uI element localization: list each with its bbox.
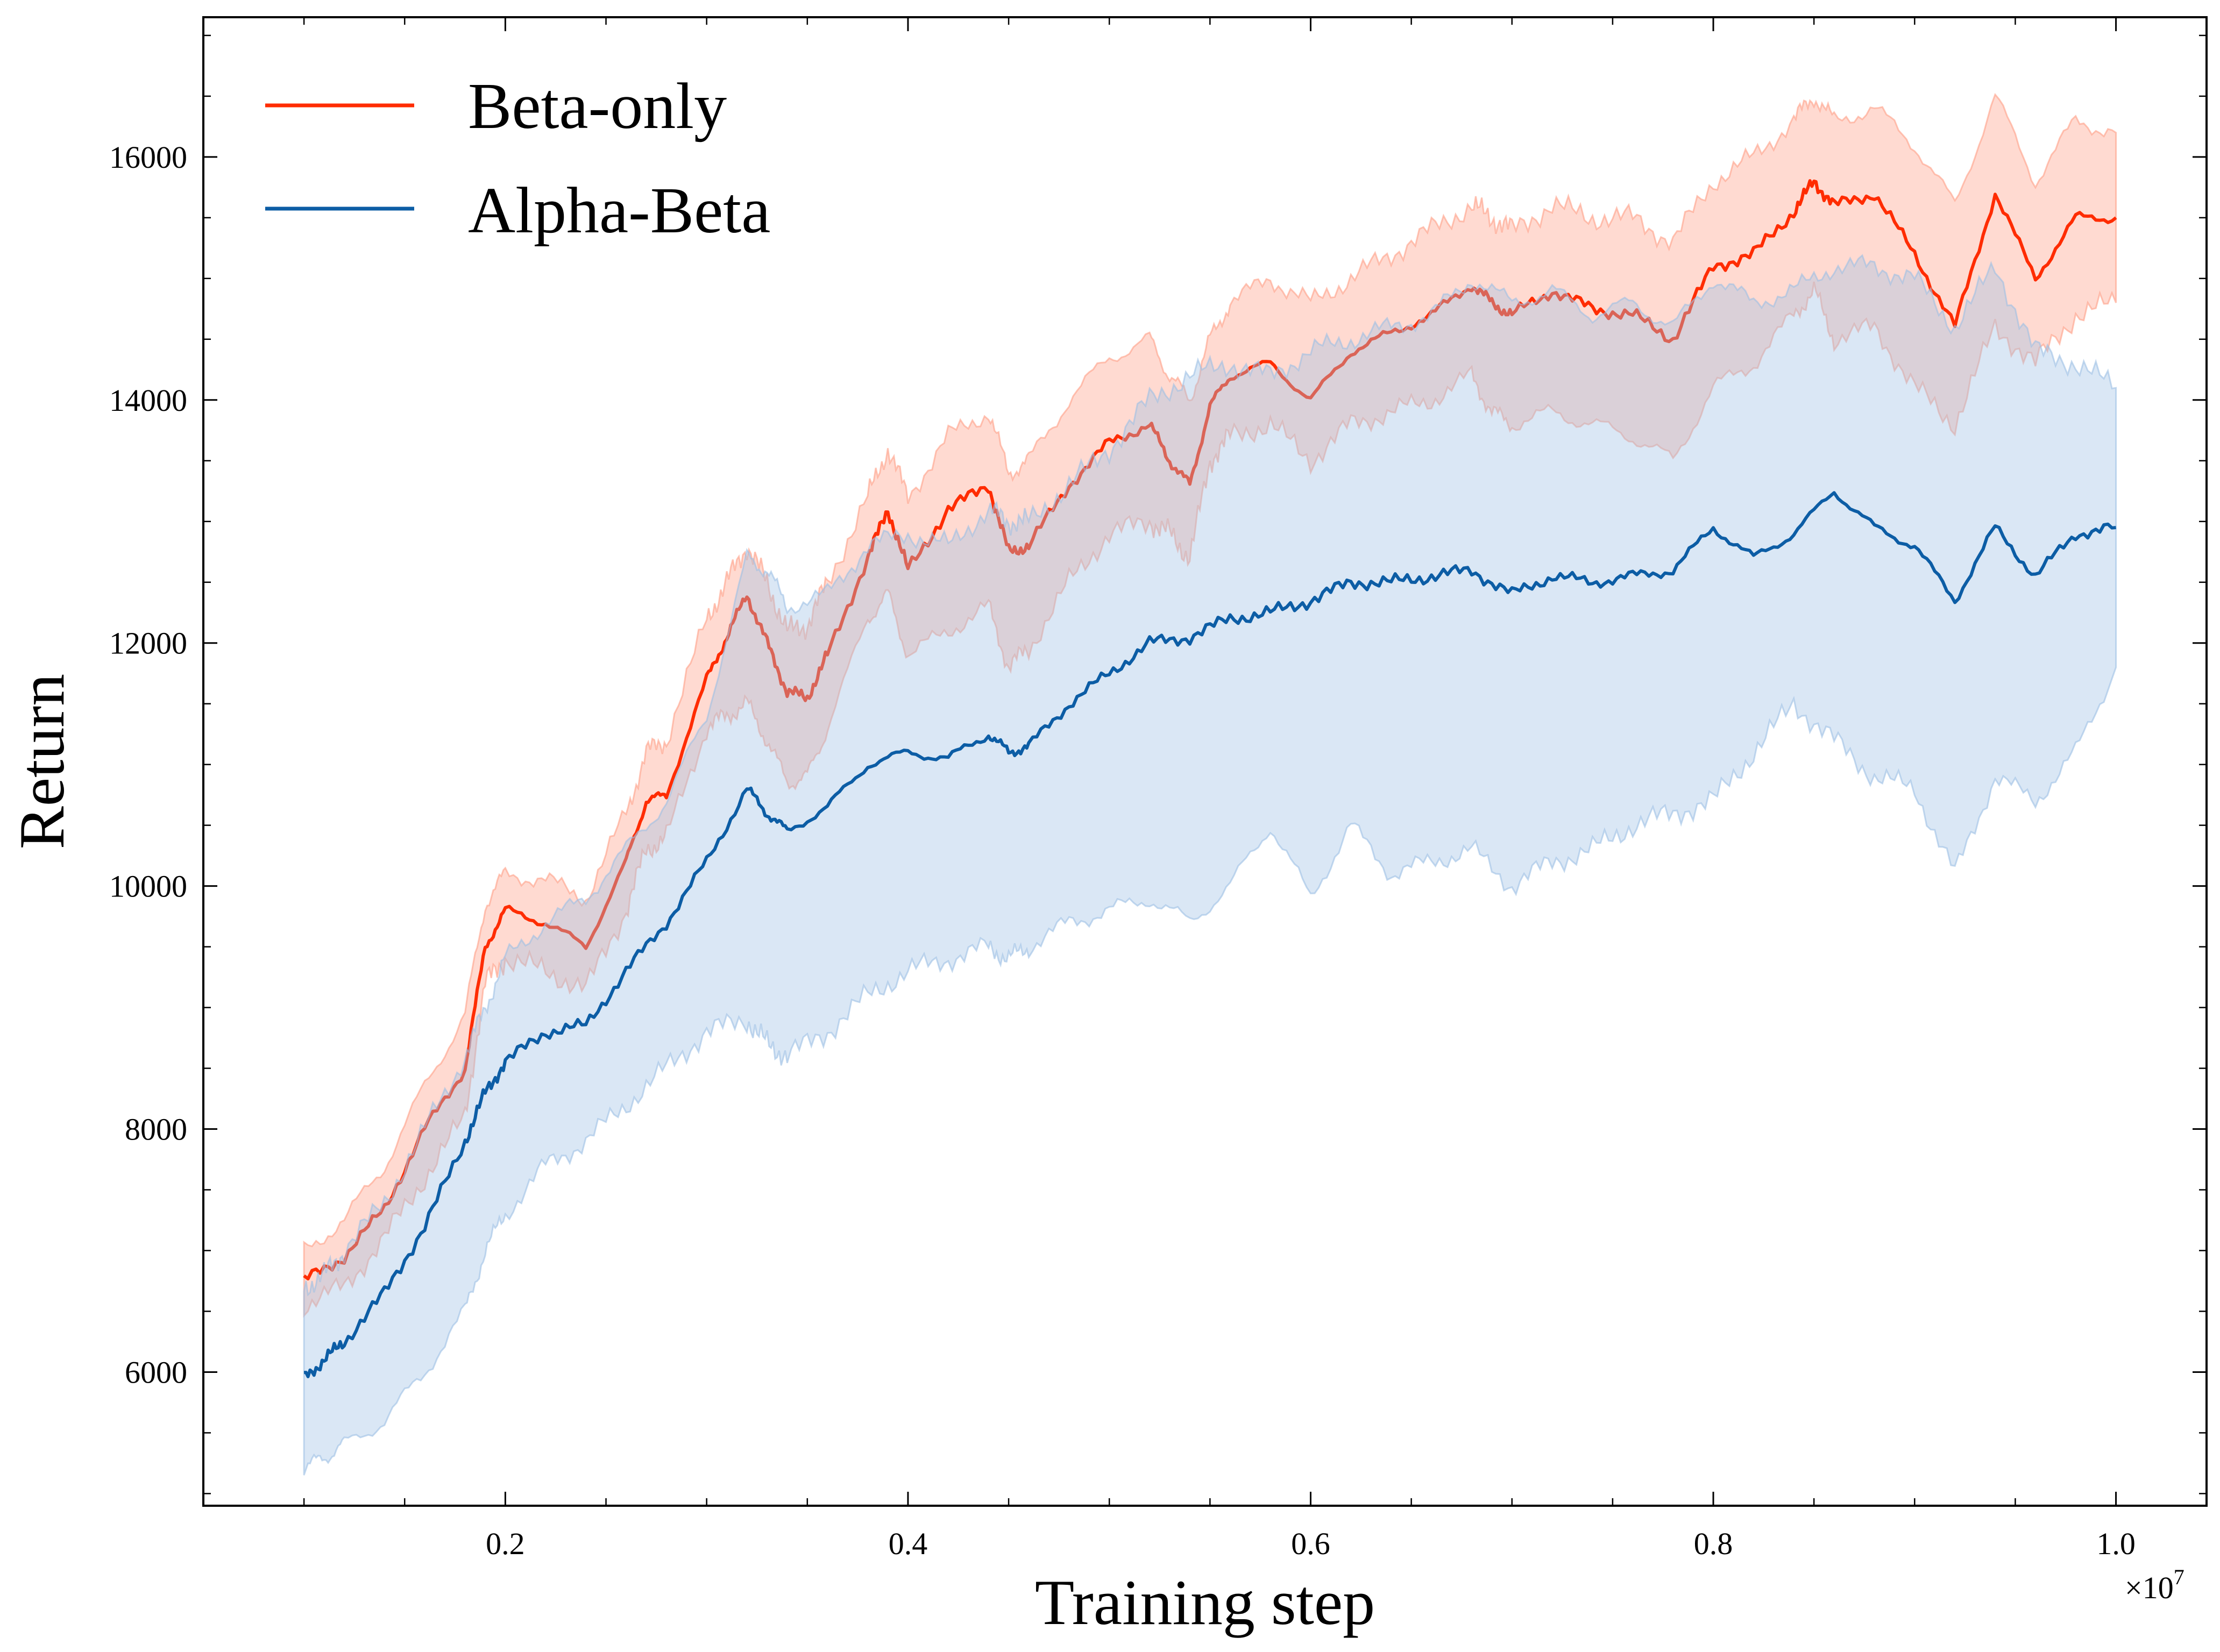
x-axis-offset-label: ×107 [2125,1565,2184,1605]
series-line-beta-only [303,179,2117,1280]
legend-label-alpha-beta: Alpha-Beta [468,174,770,247]
y-axis-label: Return [6,674,77,850]
y-tick-label: 10000 [109,869,187,904]
x-tick-label: 0.6 [1291,1526,1330,1561]
band-alpha-beta [303,254,2117,1476]
y-tick-label: 8000 [125,1112,187,1147]
x-tick-label: 0.2 [486,1526,525,1561]
y-tick-label: 14000 [109,383,187,418]
x-axis-label: Training step [1035,1566,1375,1638]
x-tick-label: 1.0 [2096,1526,2136,1561]
plot-frame [202,16,2208,1507]
y-tick-label: 6000 [125,1355,187,1390]
legend-label-beta-only: Beta-only [468,70,727,143]
series-line-alpha-beta [303,491,2116,1378]
y-tick-label: 16000 [109,140,187,175]
x-axis-offset-exponent: 7 [2174,1565,2184,1589]
x-tick-label: 0.4 [889,1526,928,1561]
x-tick-label: 0.8 [1694,1526,1733,1561]
plot-area [303,92,2117,1476]
axis-ticks: 0.2 0.4 0.6 0.8 1.0 6000 8000 10000 12000 14000 16… [109,17,2207,1561]
y-tick-label: 12000 [109,626,187,661]
band-beta-only [303,92,2117,1318]
legend: Beta-only Alpha-Beta [265,70,770,247]
x-axis-offset-base: ×10 [2125,1570,2174,1605]
